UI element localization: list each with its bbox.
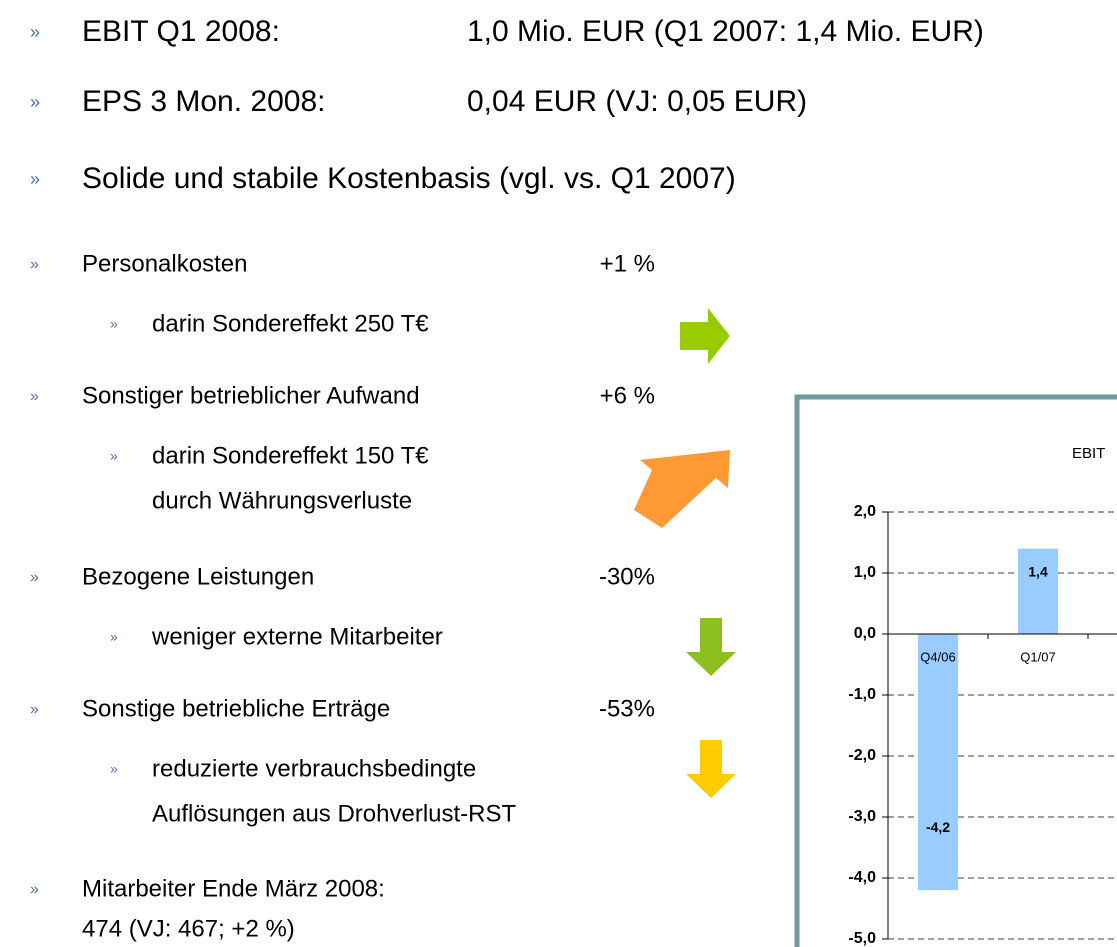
bullet: »	[110, 761, 118, 777]
bar	[1018, 548, 1058, 634]
value-label: 1,4	[1028, 563, 1048, 579]
cost-change: -30%	[599, 563, 655, 590]
y-tick-label: 0,0	[854, 625, 876, 642]
headline-text: 1,0 Mio. EUR (Q1 2007: 1,4 Mio. EUR)	[467, 15, 984, 48]
headline-text: 0,04 EUR (VJ: 0,05 EUR)	[467, 85, 807, 118]
cost-detail: weniger externe Mitarbeiter	[151, 623, 443, 650]
bullet: »	[30, 569, 39, 586]
cost-label: Bezogene Leistungen	[82, 563, 314, 590]
x-tick-label: Q4/06	[920, 649, 955, 664]
cost-detail: reduzierte verbrauchsbedingte	[152, 755, 476, 782]
cost-detail: durch Währungsverluste	[152, 487, 412, 514]
bullet: »	[30, 256, 39, 273]
cost-detail: darin Sondereffekt 250 T€	[152, 310, 429, 337]
cost-detail: darin Sondereffekt 150 T€	[152, 442, 429, 469]
staff-label: Mitarbeiter Ende März 2008:	[82, 875, 385, 902]
bullet: »	[30, 22, 40, 42]
bullet: »	[30, 92, 40, 112]
headline-label: EBIT Q1 2008:	[82, 15, 280, 48]
bullet: »	[30, 881, 39, 898]
y-tick-label: -2,0	[848, 747, 876, 764]
x-tick-label: Q1/07	[1020, 649, 1055, 664]
y-tick-label: -5,0	[848, 930, 876, 947]
bullet: »	[110, 448, 118, 464]
headline-label: EPS 3 Mon. 2008:	[82, 85, 326, 118]
headline-label: Solide und stabile Kostenbasis (vgl. vs.…	[82, 162, 736, 195]
y-tick-label: 1,0	[854, 564, 876, 581]
cost-label: Personalkosten	[82, 250, 247, 277]
cost-change: -53%	[599, 695, 655, 722]
cost-label: Sonstiger betrieblicher Aufwand	[82, 382, 420, 409]
arrow-down	[686, 740, 736, 798]
value-label: -4,2	[926, 819, 950, 835]
cost-detail: Auflösungen aus Drohverlust-RST	[152, 800, 517, 827]
cost-label: Sonstige betriebliche Erträge	[82, 695, 390, 722]
y-tick-label: -4,0	[848, 869, 876, 886]
bullet: »	[30, 701, 39, 718]
bullet: »	[110, 629, 118, 645]
y-tick-label: -3,0	[848, 808, 876, 825]
chart-title: EBIT	[1072, 445, 1105, 462]
staff-text: 474 (VJ: 467; +2 %)	[82, 915, 295, 942]
bar	[918, 634, 958, 891]
bullet: »	[110, 316, 118, 332]
cost-change: +1 %	[600, 250, 655, 277]
arrow-right	[680, 308, 730, 364]
cost-change: +6 %	[600, 382, 655, 409]
bullet: »	[30, 169, 40, 189]
bullet: »	[30, 388, 39, 405]
arrow-up-right	[634, 450, 730, 528]
arrow-down	[686, 618, 736, 676]
y-tick-label: -1,0	[848, 686, 876, 703]
y-tick-label: 2,0	[854, 503, 876, 520]
